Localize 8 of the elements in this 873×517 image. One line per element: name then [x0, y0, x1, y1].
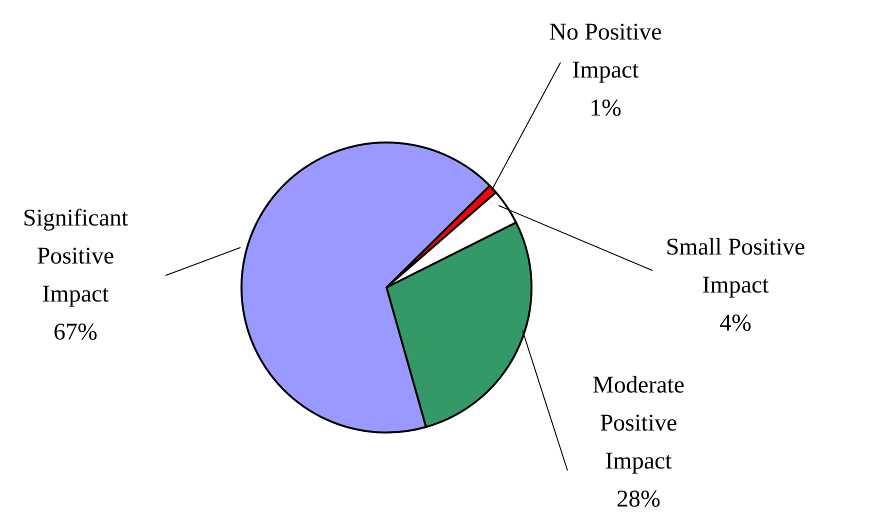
legend-label: Significant Positive Impact [22, 206, 128, 308]
slice-label: Moderate Positive Impact [592, 372, 684, 474]
data-label: 67% [54, 320, 98, 346]
slice-label: Small Positive Impact [666, 234, 806, 298]
data-label: 4% [720, 310, 752, 336]
slice-label: No Positive Impact [549, 20, 662, 84]
data-label: 28% [616, 486, 661, 512]
data-label: 1% [590, 96, 622, 122]
